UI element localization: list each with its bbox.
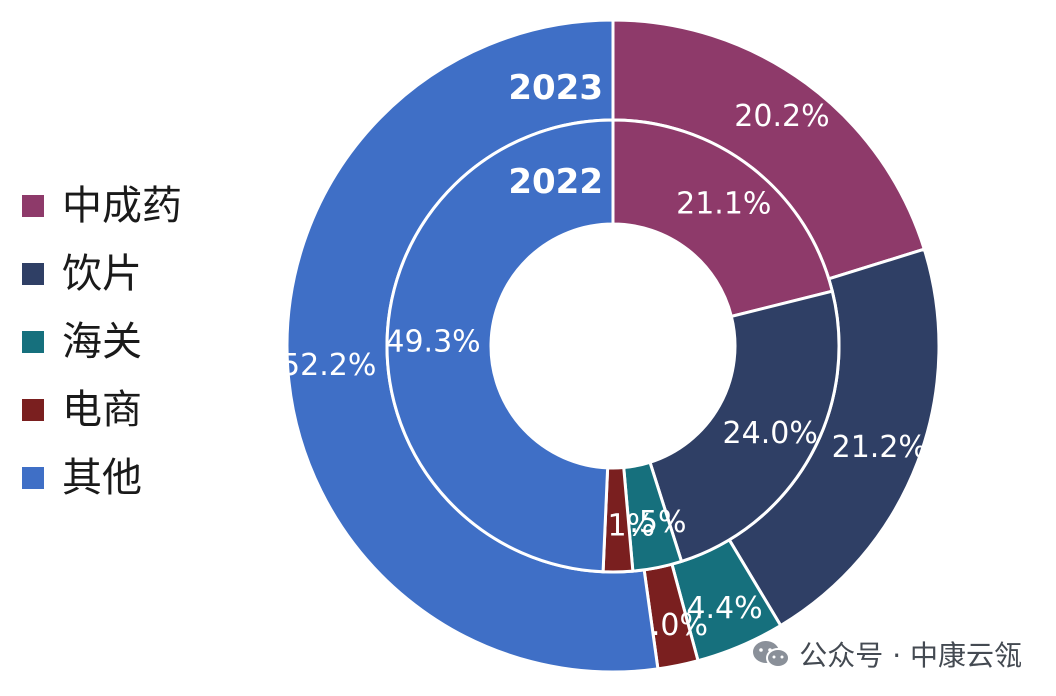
legend-swatch (22, 399, 44, 421)
legend-item-haiguan: 海关 (22, 308, 182, 376)
data-label-2022-4: 49.3% (385, 325, 480, 360)
data-label-2022-0: 21.1% (676, 187, 771, 222)
legend-label: 其他 (62, 455, 142, 501)
legend-item-yinpian: 饮片 (22, 240, 182, 308)
legend-swatch (22, 331, 44, 353)
wechat-icon (753, 641, 791, 668)
watermark-text: 公众号 · 中康云瓴 (799, 639, 1022, 672)
legend-swatch (22, 467, 44, 489)
data-label-2022-1: 24.0% (723, 416, 818, 451)
legend-swatch (22, 263, 44, 285)
legend: 中成药 饮片 海关 电商 其他 (22, 172, 182, 512)
donut-slice-2022-0 (611, 118, 835, 319)
legend-label: 中成药 (62, 183, 182, 229)
legend-label: 饮片 (62, 251, 142, 297)
donut-slice-2022-1 (648, 289, 841, 564)
legend-item-dianshang: 电商 (22, 376, 182, 444)
legend-item-qita: 其他 (22, 444, 182, 512)
legend-swatch (22, 195, 44, 217)
data-label-2023-0: 20.2% (734, 99, 829, 134)
data-label-2023-2: 4.4% (686, 591, 762, 626)
legend-label: 海关 (62, 319, 142, 365)
data-label-2023-1: 21.2% (832, 430, 927, 465)
legend-item-zhongchengyao: 中成药 (22, 172, 182, 240)
watermark: 公众号 · 中康云瓴 (751, 634, 1022, 674)
data-label-2023-4: 52.2% (281, 348, 376, 383)
ring-label-2023: 2023 (508, 68, 603, 108)
donut-slice-2022-4 (385, 118, 615, 574)
ring-label-2022: 2022 (508, 162, 603, 202)
legend-label: 电商 (62, 387, 142, 433)
